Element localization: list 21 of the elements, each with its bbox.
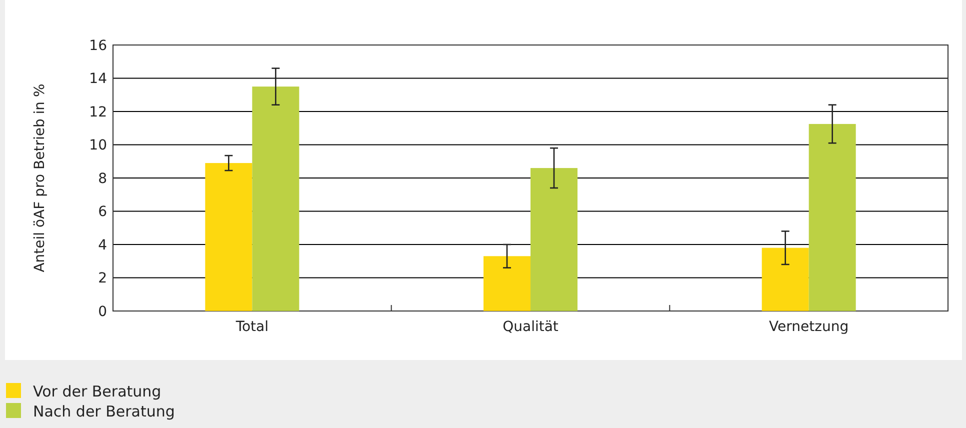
y-tick-label: 4	[98, 237, 108, 254]
y-tick-label: 6	[98, 204, 108, 220]
y-axis-title: Anteil öAF pro Betrieb in %	[32, 84, 48, 272]
y-tick-label: 12	[89, 104, 107, 120]
y-tick-label: 10	[89, 138, 107, 154]
y-tick-label: 8	[98, 170, 107, 187]
bar	[762, 248, 809, 311]
y-tick-label: 14	[89, 71, 108, 88]
legend-label: Nach der Beratung	[33, 402, 175, 420]
y-tick-label: 2	[98, 270, 107, 287]
y-tick-label: 0	[98, 304, 107, 320]
bar	[484, 256, 530, 311]
legend-label: Vor der Beratung	[33, 382, 162, 400]
bar	[808, 124, 856, 311]
x-tick-label: Qualität	[502, 319, 559, 335]
bar	[530, 168, 578, 311]
bar	[205, 163, 252, 311]
y-tick-label: 16	[89, 38, 108, 54]
x-tick-label: Total	[234, 319, 269, 335]
x-tick-label: Vernetzung	[769, 319, 849, 335]
bar	[252, 86, 300, 311]
